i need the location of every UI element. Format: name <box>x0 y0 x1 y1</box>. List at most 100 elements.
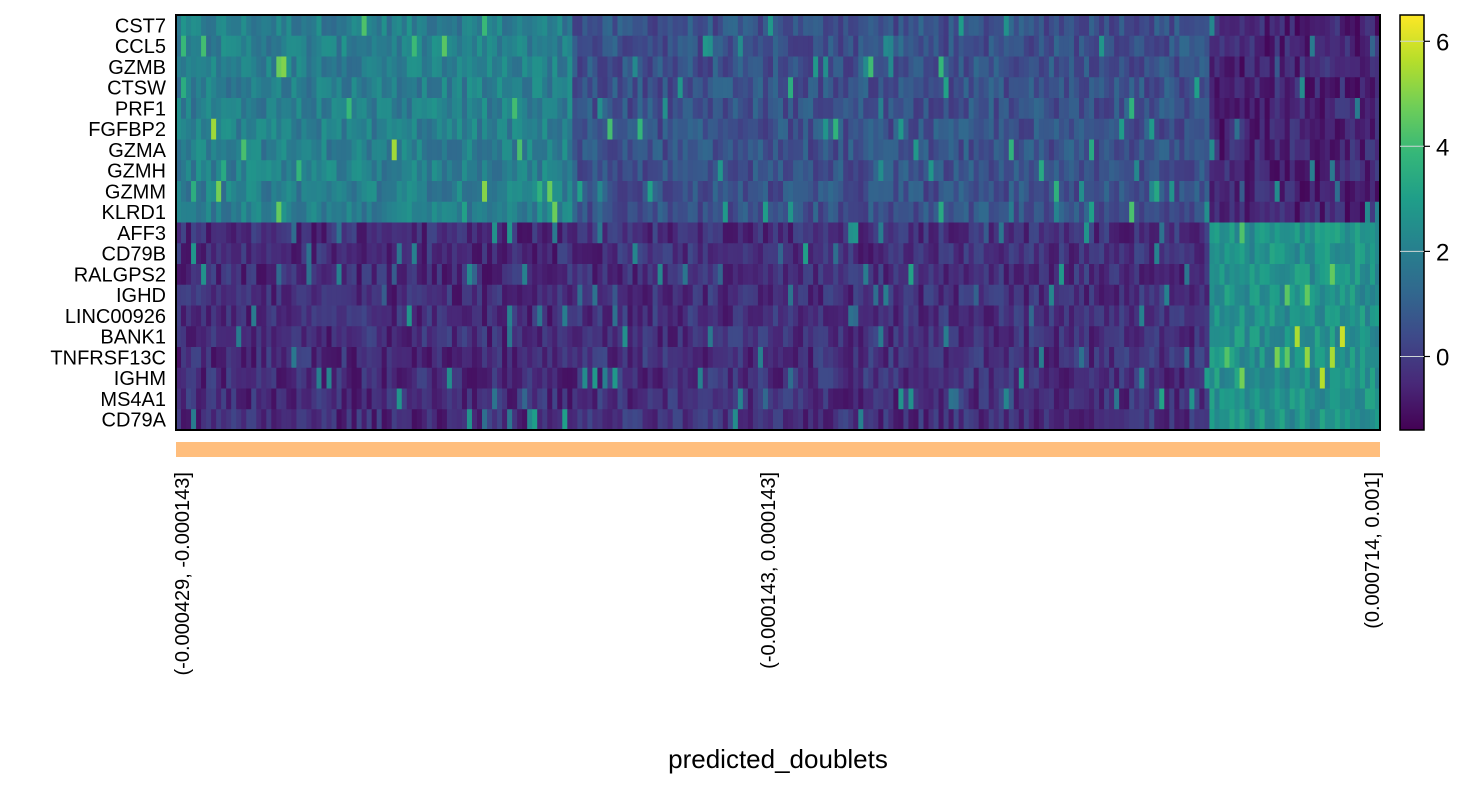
heatmap-cell <box>587 160 593 182</box>
heatmap-cell <box>1023 160 1030 182</box>
heatmap-cell <box>1084 77 1090 99</box>
heatmap-cell <box>211 305 217 327</box>
heatmap-cell <box>1369 284 1376 307</box>
heatmap-cell <box>1189 35 1195 58</box>
heatmap-cell <box>893 160 899 182</box>
heatmap-cell <box>973 264 980 286</box>
heatmap-cell <box>1179 222 1185 244</box>
heatmap-cell <box>662 160 669 182</box>
heatmap-cell <box>1259 118 1266 141</box>
heatmap-cell <box>1284 201 1291 224</box>
heatmap-cell <box>1364 367 1371 390</box>
heatmap-cell <box>426 264 433 286</box>
heatmap-cell <box>1139 181 1145 203</box>
heatmap-cell <box>291 243 297 265</box>
heatmap-cell <box>256 201 262 224</box>
heatmap-cell <box>778 181 784 203</box>
heatmap-cell <box>1043 264 1050 286</box>
heatmap-cell <box>522 367 528 390</box>
heatmap-cell <box>1349 264 1356 286</box>
heatmap-cell <box>1274 284 1281 307</box>
heatmap-cell <box>542 264 548 286</box>
heatmap-cell <box>266 98 272 120</box>
heatmap-cell <box>933 201 940 224</box>
heatmap-cell <box>1299 98 1306 120</box>
heatmap-cell <box>592 409 598 431</box>
heatmap-cell <box>191 388 197 410</box>
heatmap-cell <box>778 243 784 265</box>
heatmap-cell <box>1144 181 1150 203</box>
heatmap-cell <box>201 243 207 265</box>
heatmap-cell <box>657 347 664 369</box>
heatmap-cell <box>938 326 945 348</box>
heatmap-cell <box>482 243 488 265</box>
heatmap-cell <box>421 222 428 244</box>
heatmap-cell <box>1234 35 1241 58</box>
heatmap-cell <box>396 181 403 203</box>
heatmap-cell <box>993 243 1000 265</box>
heatmap-cell <box>602 284 609 307</box>
heatmap-cell <box>1089 243 1095 265</box>
heatmap-cell <box>617 347 624 369</box>
heatmap-cell <box>527 347 533 369</box>
heatmap-cell <box>622 264 629 286</box>
heatmap-cell <box>637 77 644 99</box>
heatmap-cell <box>1154 98 1160 120</box>
heatmap-cell <box>532 264 538 286</box>
heatmap-cell <box>1304 56 1311 78</box>
heatmap-cell <box>1164 305 1170 327</box>
heatmap-cell <box>808 264 814 286</box>
heatmap-cell <box>818 15 824 37</box>
heatmap-cell <box>1374 56 1381 78</box>
heatmap-cell <box>988 56 995 78</box>
heatmap-cell <box>542 160 548 182</box>
heatmap-cell <box>386 15 393 37</box>
heatmap-cell <box>833 181 839 203</box>
heatmap-cell <box>803 77 809 99</box>
heatmap-cell <box>767 222 774 244</box>
heatmap-cell <box>727 367 734 390</box>
heatmap-cell <box>607 305 614 327</box>
heatmap-cell <box>712 181 719 203</box>
heatmap-cell <box>497 181 503 203</box>
heatmap-cell <box>747 367 754 390</box>
heatmap-cell <box>191 15 197 37</box>
heatmap-cell <box>682 305 689 327</box>
heatmap-cell <box>301 56 308 78</box>
heatmap-cell <box>1284 15 1291 37</box>
heatmap-cell <box>281 35 287 58</box>
heatmap-cell <box>1129 181 1135 203</box>
heatmap-cell <box>567 15 573 37</box>
heatmap-cell <box>1189 347 1195 369</box>
heatmap-cell <box>1043 367 1050 390</box>
heatmap-cell <box>552 35 558 58</box>
heatmap-cell <box>577 367 583 390</box>
heatmap-cell <box>1319 326 1326 348</box>
heatmap-cell <box>567 222 573 244</box>
heatmap-cell <box>276 409 282 431</box>
heatmap-cell <box>1084 326 1090 348</box>
heatmap-cell <box>1234 118 1241 141</box>
heatmap-cell <box>572 367 578 390</box>
heatmap-cell <box>1068 264 1075 286</box>
heatmap-cell <box>321 326 328 348</box>
heatmap-cell <box>281 347 287 369</box>
heatmap-cell <box>853 35 859 58</box>
heatmap-cell <box>1314 388 1321 410</box>
heatmap-cell <box>316 409 323 431</box>
heatmap-cell <box>211 77 217 99</box>
heatmap-cell <box>311 35 318 58</box>
heatmap-cell <box>908 139 915 161</box>
heatmap-cell <box>411 98 418 120</box>
heatmap-cell <box>762 284 769 307</box>
heatmap-cell <box>757 305 764 327</box>
heatmap-cell <box>587 284 593 307</box>
heatmap-cell <box>1194 15 1200 37</box>
heatmap-cell <box>677 409 684 431</box>
heatmap-cell <box>1174 201 1180 224</box>
heatmap-cell <box>767 326 774 348</box>
heatmap-cell <box>577 409 583 431</box>
heatmap-cell <box>1374 409 1381 431</box>
heatmap-cell <box>1018 56 1025 78</box>
